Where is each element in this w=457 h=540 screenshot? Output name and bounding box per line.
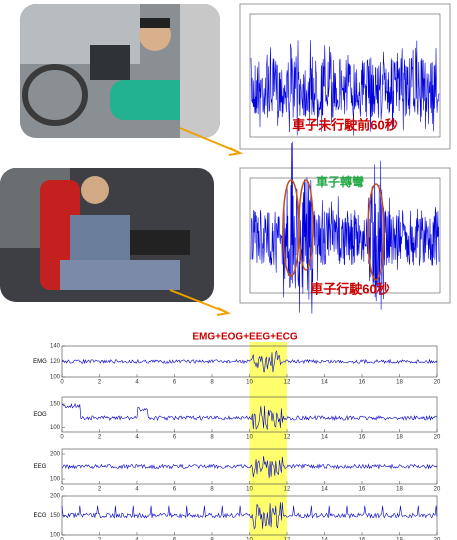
caption: 車子未行駛前60秒 [292, 117, 397, 132]
x-tick-label: 12 [284, 380, 291, 386]
x-tick-label: 0 [60, 487, 64, 493]
x-tick-label: 14 [321, 380, 328, 386]
x-tick-label: 6 [173, 380, 177, 386]
x-tick-label: 12 [284, 435, 291, 441]
x-tick-label: 10 [246, 380, 253, 386]
x-tick-label: 18 [396, 435, 403, 441]
caption: 車子行駛60秒 [310, 281, 389, 296]
highlight-band [250, 342, 288, 540]
y-tick-label: 150 [50, 402, 61, 408]
x-tick-label: 2 [98, 380, 102, 386]
x-tick-label: 16 [359, 435, 366, 441]
channel-label: ECG [33, 513, 46, 519]
recordings-title: EMG+EOG+EEG+ECG [192, 332, 298, 343]
y-tick-label: 100 [50, 425, 61, 431]
figure: 車子未行駛前60秒 車子轉彎 車子行駛60秒 EMG+EOG+EEG+ECG E… [0, 0, 457, 540]
y-tick-label: 100 [50, 375, 61, 381]
photo-car-seat [20, 4, 220, 138]
x-tick-label: 6 [173, 435, 177, 441]
x-tick-label: 0 [60, 435, 64, 441]
x-tick-label: 2 [98, 435, 102, 441]
x-tick-label: 18 [396, 487, 403, 493]
y-tick-label: 100 [50, 533, 61, 539]
signal-top-chart: 車子未行駛前60秒 [240, 4, 450, 149]
y-tick-label: 200 [50, 452, 61, 458]
x-tick-label: 16 [359, 487, 366, 493]
x-tick-label: 8 [210, 380, 214, 386]
x-tick-label: 12 [284, 487, 291, 493]
x-tick-label: 14 [321, 487, 328, 493]
channel-label: EOG [33, 412, 47, 418]
x-tick-label: 18 [396, 380, 403, 386]
x-tick-label: 8 [210, 487, 214, 493]
x-tick-label: 14 [321, 435, 328, 441]
channel-label: EMG [33, 359, 47, 365]
x-tick-label: 4 [135, 435, 139, 441]
x-tick-label: 6 [173, 487, 177, 493]
x-tick-label: 2 [98, 487, 102, 493]
annotation: 車子轉彎 [316, 174, 364, 189]
photo-simulator [0, 168, 214, 302]
x-tick-label: 10 [246, 435, 253, 441]
x-tick-label: 20 [434, 380, 441, 386]
y-tick-label: 200 [50, 494, 61, 500]
x-tick-label: 16 [359, 380, 366, 386]
y-tick-label: 140 [50, 344, 61, 350]
signal-middle-chart: 車子轉彎 車子行駛60秒 [240, 142, 450, 314]
channel-label: EEG [34, 464, 47, 470]
x-tick-label: 20 [434, 487, 441, 493]
x-tick-label: 8 [210, 435, 214, 441]
x-tick-label: 4 [135, 487, 139, 493]
x-tick-label: 4 [135, 380, 139, 386]
y-tick-label: 100 [50, 477, 61, 483]
x-tick-label: 0 [60, 380, 64, 386]
x-tick-label: 10 [246, 487, 253, 493]
y-tick-label: 150 [50, 513, 61, 519]
y-tick-label: 120 [50, 359, 61, 365]
x-tick-label: 20 [434, 435, 441, 441]
